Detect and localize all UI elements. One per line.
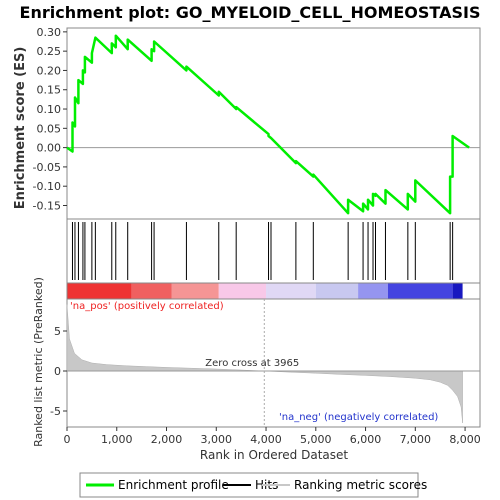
es-y-tick-label: 0.10: [37, 103, 62, 116]
legend-label-ranking: Ranking metric scores: [294, 478, 427, 492]
hits-panel-frame: [66, 218, 481, 284]
x-tick-label: 7,000: [400, 433, 432, 446]
x-tick-label: 4,000: [250, 433, 282, 446]
x-tick-label: 5,000: [300, 433, 332, 446]
heatmap-segment: [67, 283, 132, 299]
x-tick-label: 2,000: [151, 433, 183, 446]
metric-y-tick-label: 5: [54, 325, 61, 338]
hits-group: [71, 222, 454, 280]
es-line: [66, 34, 470, 215]
metric-panel-frame: [66, 298, 481, 428]
x-tick-label: 6,000: [350, 433, 382, 446]
heatmap-segment: [171, 283, 219, 299]
es-y-axis: 0.30 0.25 0.20 0.15 0.10 0.05 0.00 -0.05 -0.10 -0…: [33, 26, 67, 212]
legend-label-enrichment: Enrichment profile: [118, 478, 229, 492]
x-tick-label: 0: [64, 433, 71, 446]
metric-y-tick-label: -5: [50, 405, 61, 418]
es-y-tick-label: 0.00: [37, 142, 62, 155]
rank-heatmap-bar: [67, 283, 463, 299]
es-y-tick-label: 0.30: [37, 26, 62, 39]
es-y-tick-label: -0.15: [33, 199, 61, 212]
x-tick-label: 1,000: [101, 433, 133, 446]
es-panel-frame: [66, 27, 481, 220]
heatmap-segment: [452, 283, 463, 299]
legend-item-ranking: Ranking metric scores: [262, 478, 427, 492]
heatmap-segment: [315, 283, 359, 299]
es-y-tick-label: -0.10: [33, 180, 61, 193]
es-y-tick-label: 0.05: [37, 122, 62, 135]
x-axis: 0 1,000 2,000 3,000 4,000 5,000 6,000 7,000 8,00…: [64, 427, 481, 446]
heatmap-segment: [266, 283, 316, 299]
legend-item-enrichment: Enrichment profile: [86, 478, 229, 492]
heatmap-segment: [131, 283, 172, 299]
ranked-metric-fill: [66, 304, 463, 424]
x-axis-label: Rank in Ordered Dataset: [200, 448, 348, 462]
es-line-group: [66, 34, 470, 215]
x-tick-label: 8,000: [449, 433, 481, 446]
heatmap-segment: [387, 283, 453, 299]
metric-y-axis: 5 0 -5: [50, 325, 67, 418]
es-y-axis-label: Enrichment score (ES): [13, 47, 28, 210]
neg-label: 'na_neg' (negatively correlated): [279, 412, 438, 423]
ranked-metric-area: [66, 304, 463, 424]
es-y-tick-label: 0.15: [37, 84, 62, 97]
metric-y-tick-label: 0: [54, 365, 61, 378]
metric-y-axis-label: Ranked list metric (PreRanked): [32, 277, 45, 447]
es-y-tick-label: 0.20: [37, 64, 62, 77]
es-y-tick-label: -0.05: [33, 161, 61, 174]
heatmap-segment: [358, 283, 388, 299]
es-y-tick-label: 0.25: [37, 45, 62, 58]
pos-label: 'na_pos' (positively correlated): [70, 301, 224, 312]
x-tick-label: 3,000: [201, 433, 233, 446]
zero-cross-label: Zero cross at 3965: [205, 358, 299, 369]
chart-title: Enrichment plot: GO_MYELOID_CELL_HOMEOST…: [20, 3, 481, 22]
heatmap-segment: [218, 283, 267, 299]
